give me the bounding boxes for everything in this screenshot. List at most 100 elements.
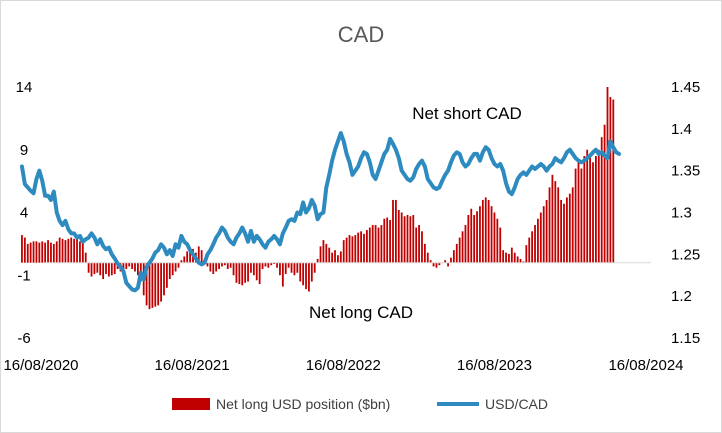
- bar-26: [96, 262, 99, 273]
- bar-180: [542, 206, 545, 263]
- bar-124: [380, 225, 383, 263]
- bar-133: [406, 215, 409, 263]
- bar-125: [383, 218, 386, 263]
- bar-61: [197, 246, 200, 263]
- bar-95: [296, 262, 299, 273]
- bar-135: [412, 215, 415, 263]
- bar-186: [560, 199, 563, 263]
- bar-200: [600, 137, 603, 263]
- bar-170: [513, 252, 516, 263]
- bar-185: [557, 187, 560, 263]
- bar-78: [247, 262, 249, 282]
- left-tick-1: 9: [20, 142, 28, 159]
- legend-label-bars: Net long USD position ($bn): [216, 396, 390, 412]
- annotation-net-long: Net long CAD: [309, 303, 413, 322]
- bar-116: [357, 232, 360, 263]
- bar-140: [426, 252, 429, 263]
- bar-86: [270, 262, 273, 266]
- bar-158: [479, 206, 481, 263]
- bar-149: [452, 250, 455, 263]
- bar-159: [481, 199, 484, 263]
- bar-134: [409, 216, 412, 263]
- bar-111: [342, 240, 345, 263]
- bar-181: [545, 199, 548, 263]
- bar-110: [339, 251, 342, 263]
- bar-72: [229, 262, 232, 268]
- bar-44: [148, 262, 151, 310]
- bar-182: [548, 187, 551, 263]
- right-axis-ticks: 1.45 1.4 1.35 1.3 1.25 1.2 1.15: [671, 79, 700, 347]
- bar-15: [64, 240, 67, 263]
- bar-23: [87, 262, 90, 273]
- bar-201: [603, 124, 606, 263]
- bar-168: [508, 253, 510, 263]
- bar-192: [577, 162, 580, 263]
- bar-143: [435, 262, 438, 268]
- left-tick-4: -6: [17, 330, 30, 347]
- right-tick-3: 1.3: [671, 205, 692, 222]
- bar-39: [134, 262, 136, 272]
- bar-22: [84, 252, 87, 263]
- bar-58: [189, 250, 191, 263]
- bar-188: [566, 197, 568, 263]
- legend-swatch-bars: [172, 398, 210, 410]
- bar-40: [137, 262, 139, 276]
- bar-89: [279, 262, 281, 276]
- bar-98: [305, 262, 307, 290]
- legend-label-line: USD/CAD: [485, 396, 548, 412]
- bar-191: [574, 168, 577, 263]
- bar-64: [206, 262, 209, 267]
- bar-138: [421, 231, 423, 263]
- x-axis-ticks: 16/08/2020 16/08/2021 16/08/2022 16/08/2023…: [3, 357, 683, 374]
- bar-73: [232, 262, 235, 276]
- bar-91: [284, 262, 287, 274]
- bar-177: [534, 225, 536, 263]
- bar-139: [423, 243, 426, 263]
- bar-166: [502, 250, 505, 263]
- bar-202: [606, 87, 609, 263]
- bar-152: [461, 231, 464, 263]
- bar-204: [612, 99, 615, 263]
- bar-1: [23, 237, 26, 263]
- x-tick-0: 16/08/2020: [3, 357, 78, 374]
- bar-79: [250, 262, 252, 273]
- bar-127: [389, 220, 391, 263]
- bar-112: [345, 237, 348, 263]
- bar-77: [244, 262, 247, 283]
- bar-12: [55, 241, 58, 263]
- bar-198: [595, 156, 597, 263]
- bar-120: [368, 227, 371, 263]
- right-tick-5: 1.2: [671, 288, 692, 305]
- bar-197: [592, 162, 594, 263]
- bar-18: [73, 238, 76, 263]
- bar-49: [163, 262, 165, 296]
- bar-173: [522, 261, 525, 263]
- bar-68: [218, 262, 220, 269]
- bar-132: [403, 216, 406, 263]
- bar-167: [505, 252, 507, 263]
- bar-83: [261, 262, 264, 269]
- bar-155: [470, 208, 473, 263]
- bar-84: [264, 262, 267, 267]
- bar-21: [81, 240, 84, 263]
- bar-189: [568, 193, 571, 263]
- bar-203: [609, 97, 612, 263]
- bar-76: [241, 262, 244, 286]
- bar-11: [52, 243, 55, 263]
- bar-85: [267, 262, 270, 268]
- bar-47: [157, 262, 160, 306]
- right-tick-4: 1.25: [671, 246, 700, 263]
- bar-38: [131, 262, 133, 269]
- bar-109: [337, 255, 339, 263]
- bar-94: [293, 262, 296, 276]
- bar-70: [223, 262, 226, 266]
- bar-53: [174, 262, 177, 272]
- bar-113: [348, 235, 351, 263]
- x-tick-2: 16/08/2022: [306, 357, 381, 374]
- bar-87: [273, 262, 276, 264]
- right-tick-6: 1.15: [671, 330, 700, 347]
- bar-96: [299, 262, 302, 282]
- bar-153: [464, 225, 467, 263]
- bar-13: [58, 237, 61, 263]
